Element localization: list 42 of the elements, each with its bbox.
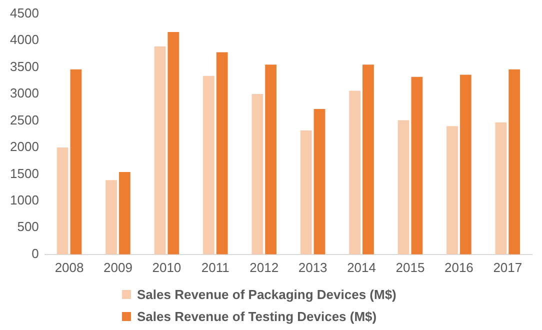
x-tick-label: 2016 <box>444 260 474 275</box>
bar <box>508 69 520 254</box>
bar <box>168 32 180 254</box>
y-tick-label: 3500 <box>10 58 39 74</box>
bar <box>314 108 326 254</box>
x-tick-label: 2010 <box>152 260 182 275</box>
legend-label: Sales Revenue of Packaging Devices (M$) <box>137 286 396 302</box>
bar <box>460 74 472 254</box>
bar <box>398 120 410 254</box>
bar <box>216 52 228 254</box>
bar <box>106 180 117 254</box>
bar <box>203 76 214 254</box>
x-tick-label: 2012 <box>250 260 279 275</box>
bar <box>118 172 130 254</box>
x-tick-label: 2017 <box>493 260 522 275</box>
x-tick-label: 2008 <box>54 260 84 275</box>
y-tick-label: 1000 <box>10 192 39 208</box>
bar <box>495 122 507 254</box>
x-tick-label: 2014 <box>347 260 376 275</box>
bar <box>362 64 374 254</box>
bar <box>265 64 276 254</box>
y-tick-label: 3000 <box>10 86 39 101</box>
bar <box>154 46 166 254</box>
x-tick-label: 2015 <box>396 260 425 275</box>
bar <box>252 94 264 254</box>
bar <box>411 76 423 254</box>
y-tick-label: 500 <box>17 219 39 234</box>
bar <box>300 130 312 254</box>
x-tick-label: 2011 <box>201 260 230 275</box>
y-tick-label: 4500 <box>10 5 39 20</box>
x-tick-label: 2009 <box>104 260 132 275</box>
bar <box>70 69 82 254</box>
y-tick-label: 1500 <box>10 166 39 181</box>
y-tick-label: 2000 <box>10 139 39 154</box>
y-tick-label: 4000 <box>10 32 39 48</box>
y-tick-label: 0 <box>32 246 39 261</box>
bar <box>349 90 361 254</box>
y-tick-label: 2500 <box>10 112 39 128</box>
x-tick-label: 2013 <box>298 260 328 275</box>
legend-label: Sales Revenue of Testing Devices (M$) <box>137 308 377 324</box>
bar <box>56 147 68 254</box>
bar <box>446 126 458 254</box>
